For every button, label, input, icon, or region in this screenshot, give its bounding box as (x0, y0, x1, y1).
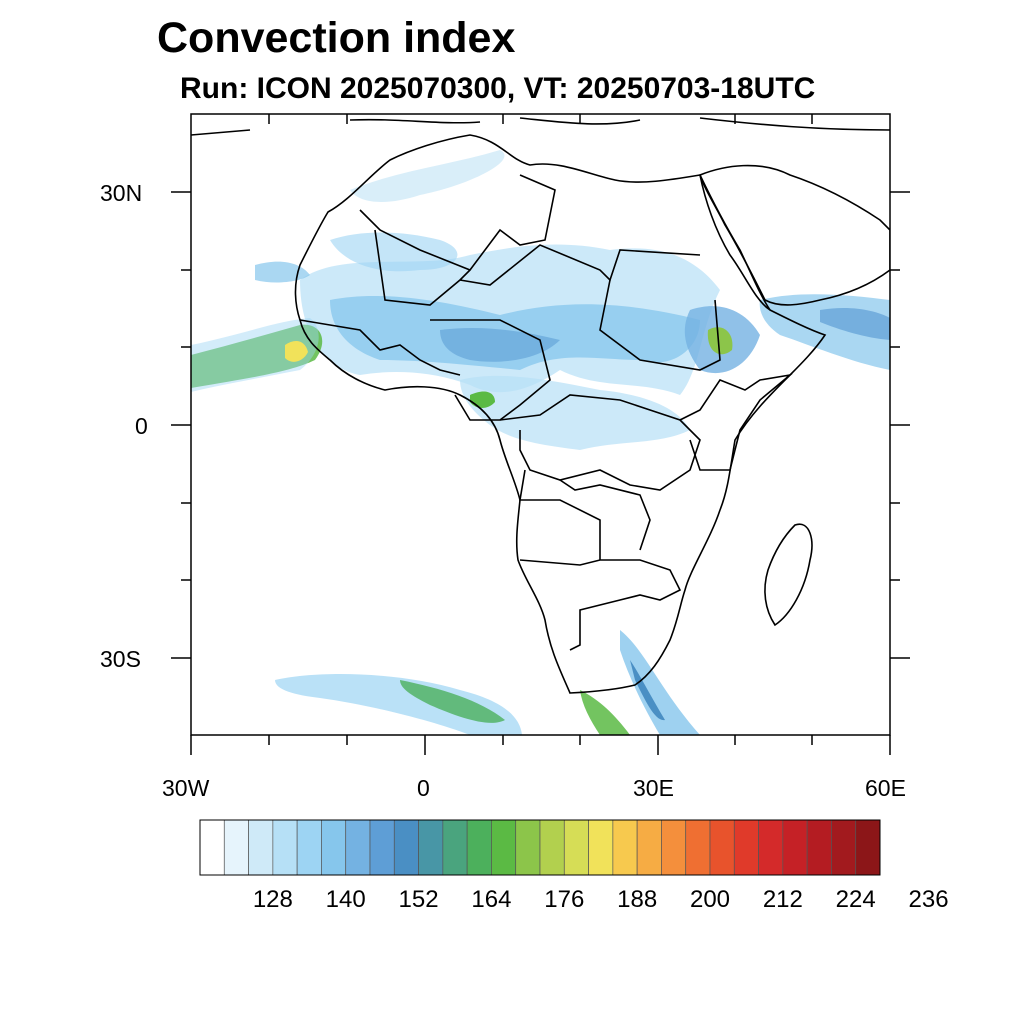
colorbar-swatch (369, 819, 395, 876)
shading-mali (330, 232, 458, 272)
y-ticks (171, 191, 910, 659)
colorbar-swatch (248, 819, 274, 876)
colorbar-swatch (831, 819, 857, 876)
colorbar-label: 164 (471, 886, 512, 913)
colorbar-swatch (612, 819, 638, 876)
colorbar-swatch (806, 819, 832, 876)
colorbar-swatch (661, 819, 687, 876)
convection-shading (191, 150, 890, 735)
colorbar-swatch (466, 819, 492, 876)
colorbar-swatch (782, 819, 808, 876)
colorbar-label: 212 (762, 886, 803, 913)
colorbar-swatch (758, 819, 784, 876)
border-sahel (459, 244, 701, 286)
colorbar-swatch (588, 819, 614, 876)
border-south (519, 559, 682, 651)
colorbar-swatch (636, 819, 662, 876)
madagascar-coastline (764, 523, 813, 627)
shading-natal-core (630, 660, 665, 721)
colorbar-swatch (223, 819, 249, 876)
coastlines (191, 117, 890, 694)
colorbar-outline (199, 819, 881, 876)
border-east (679, 373, 793, 471)
colorbar-swatch (539, 819, 565, 876)
red-sea (699, 174, 771, 311)
colorbar-swatch (418, 819, 444, 876)
colorbar-label: 128 (252, 886, 293, 913)
europe-coastline (191, 117, 890, 136)
colorbar-swatch (685, 819, 711, 876)
border-sudan (599, 279, 721, 371)
colorbar-swatch (393, 819, 419, 876)
shading-ethiopia-core (707, 327, 733, 355)
africa-coastline (294, 134, 827, 694)
shading-sahel-core (440, 328, 560, 362)
colorbar-label: 200 (689, 886, 731, 913)
colorbar-swatch (491, 819, 517, 876)
shading-cameroon (470, 391, 495, 408)
x-tick-label: 60E (865, 775, 906, 801)
shading-south-atlantic (275, 674, 522, 735)
shading-central (460, 375, 690, 450)
shading-natal (620, 630, 700, 735)
x-ticks (190, 114, 891, 755)
border-west (299, 319, 461, 376)
colorbar-swatch (345, 819, 371, 876)
border-angola (519, 469, 651, 560)
colorbar-label: 140 (325, 886, 366, 913)
colorbar-label: 152 (398, 886, 439, 913)
colorbar-swatch (563, 819, 589, 876)
x-tick-label: 30E (633, 775, 674, 801)
shading-atlantic-hot (285, 340, 308, 362)
colorbar-swatch (733, 819, 759, 876)
border-central (430, 319, 551, 421)
colorbar-label: 188 (617, 886, 658, 913)
arabia-coastline (699, 164, 890, 306)
shading-sahara (350, 150, 505, 202)
colorbar-swatch (515, 819, 541, 876)
shading-south-atlantic-core (400, 680, 505, 723)
colorbar-swatch (296, 819, 322, 876)
chart-title: Convection index (157, 14, 516, 62)
colorbar (199, 819, 881, 876)
colorbar-swatch (855, 819, 881, 876)
colorbar-swatch (321, 819, 347, 876)
border-mali (374, 229, 471, 306)
colorbar-swatch (272, 819, 298, 876)
chart-subtitle: Run: ICON 2025070300, VT: 20250703-18UTC (180, 72, 816, 105)
colorbar-swatch (199, 819, 225, 876)
shading-atlantic-plume (191, 324, 323, 388)
colorbar-label: 236 (908, 886, 949, 913)
colorbar-swatch (709, 819, 735, 876)
x-tick-label: 30W (162, 775, 210, 801)
shading-atlantic-outer (191, 318, 319, 392)
y-tick-label: 30S (100, 646, 141, 672)
x-tick-label: 0 (417, 775, 430, 801)
colorbar-swatch (442, 819, 468, 876)
colorbar-label: 224 (835, 886, 876, 913)
shading-arabian-core (820, 307, 890, 340)
y-tick-label: 30N (100, 180, 143, 206)
shading-south-africa (580, 690, 630, 735)
y-tick-label: 0 (135, 413, 148, 439)
border-congo (499, 394, 701, 491)
border-algeria (359, 174, 556, 271)
colorbar-label: 176 (544, 886, 585, 913)
